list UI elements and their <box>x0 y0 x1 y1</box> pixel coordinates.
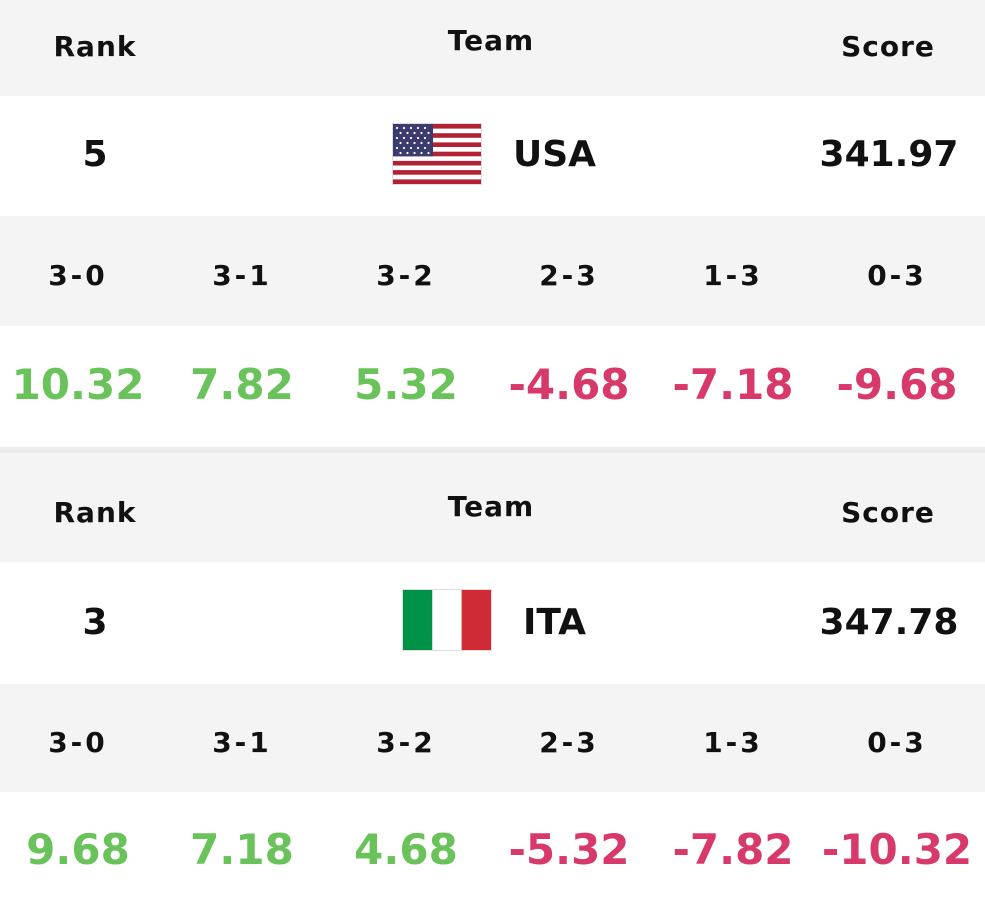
score-header: Score <box>841 30 935 63</box>
result-label-2-3: 2-3 <box>539 726 599 759</box>
card-divider <box>0 447 985 453</box>
italy-flag-icon <box>403 590 491 650</box>
result-label-3-2: 3-2 <box>376 726 436 759</box>
result-label-0-3: 0-3 <box>867 259 927 292</box>
score-header: Score <box>841 496 935 529</box>
team-row: 5 USA <box>0 96 985 216</box>
rank-value: 3 <box>82 602 108 643</box>
result-label-3-1: 3-1 <box>212 726 272 759</box>
result-value-1-3: -7.82 <box>672 825 794 874</box>
result-label-1-3: 1-3 <box>703 259 763 292</box>
rank-value: 5 <box>82 134 108 175</box>
result-value-2-3: -4.68 <box>508 360 630 409</box>
result-value-3-1: 7.82 <box>190 360 294 409</box>
team-code: USA <box>513 134 597 175</box>
column-header-row: Rank Team Score <box>0 453 985 562</box>
result-value-3-2: 4.68 <box>354 825 458 874</box>
team-card-usa: Rank Team Score 5 <box>0 0 985 447</box>
results-header-row: 3-0 3-1 3-2 2-3 1-3 0-3 <box>0 216 985 326</box>
team-header: Team <box>447 24 535 57</box>
result-label-0-3: 0-3 <box>867 726 927 759</box>
result-value-0-3: -9.68 <box>836 360 958 409</box>
column-header-row: Rank Team Score <box>0 0 985 96</box>
team-code: ITA <box>523 602 587 643</box>
result-value-3-1: 7.18 <box>190 825 294 874</box>
team-card-ita: Rank Team Score 3 ITA 347.78 3-0 3-1 3-2… <box>0 453 985 919</box>
team-header: Team <box>447 490 535 523</box>
result-value-3-0: 10.32 <box>11 360 145 409</box>
score-value: 341.97 <box>819 134 959 175</box>
result-value-0-3: -10.32 <box>821 825 973 874</box>
rank-header: Rank <box>53 496 137 529</box>
result-label-1-3: 1-3 <box>703 726 763 759</box>
rank-header: Rank <box>53 30 137 63</box>
result-label-2-3: 2-3 <box>539 259 599 292</box>
result-value-1-3: -7.18 <box>672 360 794 409</box>
usa-flag-icon <box>393 124 481 184</box>
result-label-3-0: 3-0 <box>48 726 108 759</box>
results-values-row: 9.68 7.18 4.68 -5.32 -7.82 -10.32 <box>0 792 985 919</box>
team-row: 3 ITA 347.78 <box>0 562 985 684</box>
result-label-3-0: 3-0 <box>48 259 108 292</box>
results-values-row: 10.32 7.82 5.32 -4.68 -7.18 -9.68 <box>0 326 985 446</box>
score-value: 347.78 <box>819 602 959 643</box>
result-label-3-1: 3-1 <box>212 259 272 292</box>
result-value-3-2: 5.32 <box>354 360 458 409</box>
result-value-2-3: -5.32 <box>508 825 630 874</box>
results-header-row: 3-0 3-1 3-2 2-3 1-3 0-3 <box>0 684 985 792</box>
result-value-3-0: 9.68 <box>26 825 130 874</box>
result-label-3-2: 3-2 <box>376 259 436 292</box>
